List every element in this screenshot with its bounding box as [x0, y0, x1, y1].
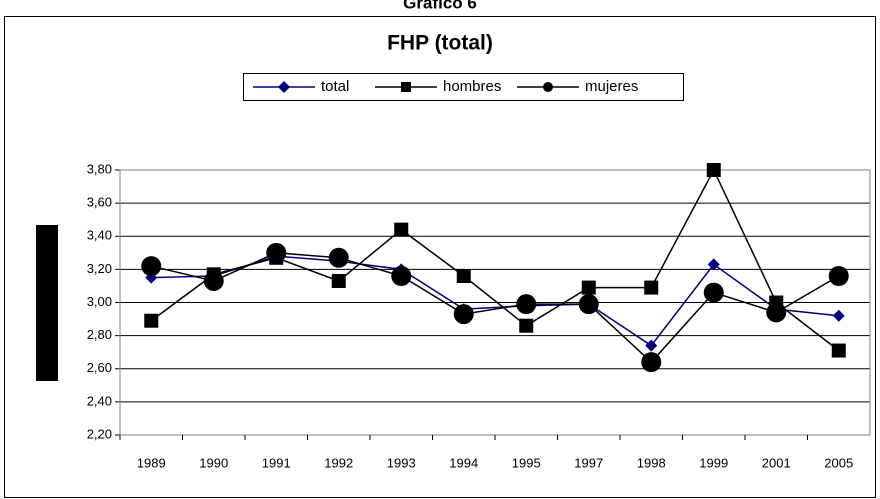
x-tick-label: 1995 — [512, 455, 541, 470]
x-tick-label: 1997 — [574, 455, 603, 470]
data-point — [645, 339, 658, 352]
data-point — [394, 222, 409, 237]
x-tick-label: 1992 — [324, 455, 353, 470]
x-tick-label: 2005 — [824, 455, 853, 470]
legend-label: hombres — [443, 78, 501, 95]
data-point — [766, 302, 787, 323]
data-point — [641, 352, 662, 373]
series-line — [151, 255, 839, 347]
data-point — [707, 258, 720, 271]
y-tick-label: 3,80 — [87, 161, 112, 176]
legend-box — [243, 73, 684, 101]
series-line — [151, 252, 840, 364]
data-point — [516, 294, 537, 315]
x-tick-label: 2001 — [762, 455, 791, 470]
y-tick-label: 3,60 — [87, 195, 112, 210]
data-point — [703, 282, 724, 303]
y-tick-label: 2,40 — [87, 393, 112, 408]
data-point — [141, 256, 162, 277]
data-point — [453, 304, 474, 325]
legend-marker — [401, 82, 411, 92]
y-tick-label: 2,80 — [87, 327, 112, 342]
chart-title: FHP (total) — [387, 32, 493, 55]
x-tick-label: 1990 — [199, 455, 228, 470]
data-point — [706, 163, 721, 177]
legend-label: mujeres — [585, 78, 638, 95]
y-tick-label: 2,60 — [87, 360, 112, 375]
y-tick-label: 2,20 — [87, 426, 112, 441]
axis-label-mask — [36, 225, 58, 381]
chart-supertitle: Gráfico 6 — [403, 0, 477, 12]
x-tick-label: 1999 — [699, 455, 728, 470]
data-point — [456, 269, 471, 283]
y-tick-label: 3,20 — [87, 261, 112, 276]
legend-marker — [543, 82, 553, 92]
legend-label: total — [321, 78, 349, 95]
x-tick-label: 1993 — [387, 455, 416, 470]
x-tick-label: 1989 — [137, 455, 166, 470]
data-point — [519, 318, 534, 333]
data-point — [391, 266, 412, 286]
data-point — [144, 313, 159, 328]
data-point — [203, 270, 224, 291]
x-tick-label: 1994 — [449, 455, 478, 470]
x-tick-label: 1998 — [637, 455, 666, 470]
y-tick-label: 3,00 — [87, 294, 112, 309]
x-tick-label: 1991 — [262, 455, 291, 470]
data-point — [828, 266, 849, 286]
series-line — [150, 168, 840, 352]
legend-marker — [278, 81, 290, 93]
data-point — [832, 309, 845, 322]
data-point — [644, 280, 659, 295]
data-point — [266, 242, 287, 263]
data-point — [578, 294, 599, 315]
data-point — [831, 343, 846, 358]
data-point — [331, 273, 346, 288]
data-point — [328, 247, 349, 268]
data-point — [581, 280, 596, 295]
y-tick-label: 3,40 — [87, 228, 112, 243]
